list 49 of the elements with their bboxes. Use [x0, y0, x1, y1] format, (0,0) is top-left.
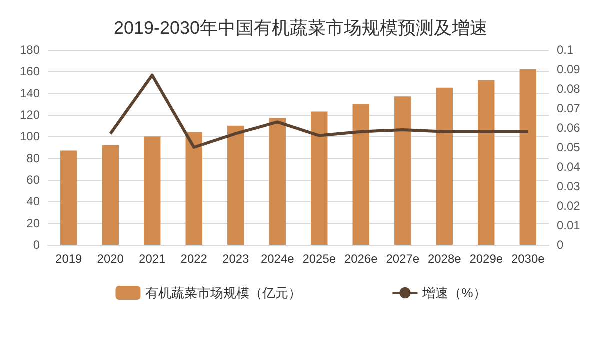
legend-label: 增速（%）	[422, 286, 486, 300]
x-tick-label: 2029e	[470, 252, 504, 266]
bar	[228, 126, 244, 245]
y-tick-label: 100	[20, 130, 40, 144]
bar	[352, 104, 370, 245]
y2-tick-label: 0.04	[557, 160, 581, 174]
line-series	[109, 74, 530, 149]
bar	[269, 118, 286, 245]
x-tick-label: 2020	[97, 252, 124, 266]
x-tick-label: 2026e	[344, 252, 378, 266]
y2-tick-label: 0.05	[557, 140, 581, 154]
bar	[520, 70, 536, 245]
y2-tick-label: 0.09	[557, 62, 581, 76]
bar	[102, 145, 119, 245]
y2-tick-label: 0.02	[557, 199, 581, 213]
y-tick-label: 60	[26, 173, 40, 187]
x-tick-label: 2022	[180, 252, 208, 266]
y2-tick-label: 0.01	[557, 218, 581, 232]
y-tick-label: 180	[20, 43, 40, 57]
y-tick-label: 120	[20, 108, 40, 122]
x-tick-label: 2028e	[428, 252, 462, 266]
x-tick-label: 2021	[139, 252, 166, 266]
x-tick-label: 2027e	[386, 252, 420, 266]
y2-tick-label: 0.08	[557, 82, 581, 96]
y-tick-label: 80	[26, 151, 40, 166]
chart-title: 2019-2030年中国有机蔬菜市场规模预测及增速	[114, 18, 488, 38]
y2-tick-label: 0.06	[557, 121, 581, 135]
bar	[60, 150, 78, 245]
x-tick-label: 2023	[222, 252, 250, 266]
x-tick-label: 2024e	[260, 252, 295, 266]
bar	[186, 132, 202, 245]
legend-label: 有机蔬菜市场规模（亿元）	[146, 286, 302, 300]
y-tick-label: 20	[26, 216, 40, 230]
y2-tick-label: 0.1	[557, 43, 574, 57]
y-tick-label: 160	[20, 64, 40, 79]
bar	[144, 136, 161, 245]
bar	[311, 112, 328, 245]
y-tick-label: 40	[26, 194, 40, 209]
bar	[436, 88, 453, 245]
y2-tick-label: 0.03	[557, 180, 581, 194]
bar	[478, 80, 495, 245]
x-tick-label: 2025e	[302, 252, 336, 266]
x-tick-label: 2019	[56, 252, 83, 266]
y2-tick-label: 0.07	[557, 102, 581, 116]
y-tick-label: 140	[20, 86, 40, 100]
x-tick-label: 2030e	[511, 252, 546, 266]
y2-tick-label: 0	[557, 238, 564, 252]
bar	[394, 96, 412, 245]
y-tick-label: 0	[33, 238, 40, 252]
